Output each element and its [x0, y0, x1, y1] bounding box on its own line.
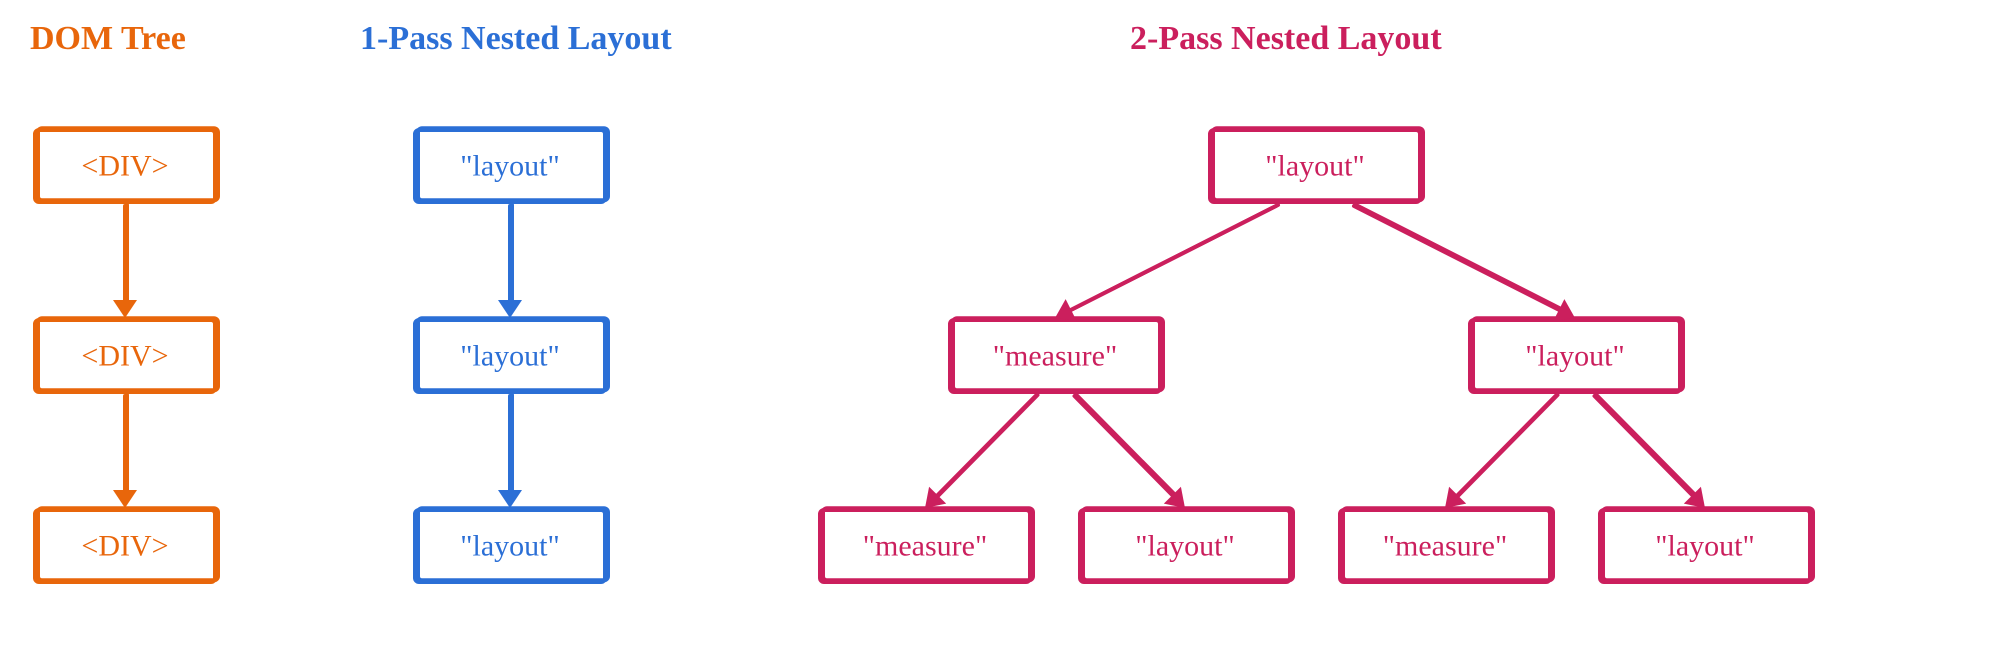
twopass-edge [1595, 395, 1706, 508]
twopass-node-label: "measure" [863, 530, 987, 563]
one-pass-title: 1-Pass Nested Layout [360, 20, 672, 58]
twopass-node-label: "layout" [1265, 150, 1364, 183]
twopass-node-label: "measure" [993, 340, 1117, 373]
twopass-edge [1075, 395, 1186, 508]
dom-edge [113, 395, 137, 508]
dom-tree-title: DOM Tree [30, 20, 186, 58]
twopass-edge [1055, 205, 1278, 321]
diagram-canvas: <DIV> <DIV> <DIV> "layout" "layout" "layout" "… [0, 0, 1999, 654]
two-pass-title: 2-Pass Nested Layout [1130, 20, 1442, 58]
onepass-node-label: "layout" [460, 150, 559, 183]
onepass-node-label: "layout" [460, 530, 559, 563]
dom-node-label: <DIV> [81, 150, 168, 183]
twopass-edge [1354, 205, 1575, 321]
onepass-edge [498, 395, 522, 508]
dom-node-label: <DIV> [81, 530, 168, 563]
twopass-node-label: "layout" [1525, 340, 1624, 373]
twopass-edge [1445, 395, 1558, 508]
twopass-node-label: "layout" [1655, 530, 1754, 563]
twopass-node-label: "layout" [1135, 530, 1234, 563]
onepass-node-label: "layout" [460, 340, 559, 373]
twopass-node-label: "measure" [1383, 530, 1507, 563]
twopass-edge [925, 395, 1038, 508]
dom-edge [113, 205, 137, 318]
dom-node-label: <DIV> [81, 340, 168, 373]
onepass-edge [498, 205, 522, 318]
